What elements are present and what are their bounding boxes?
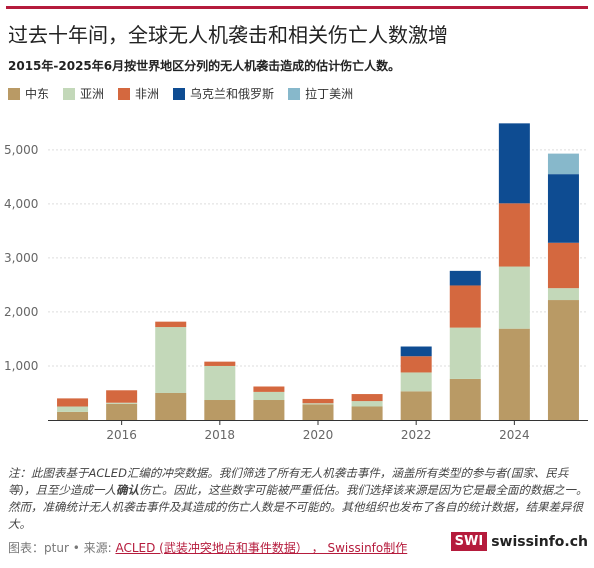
legend-swatch-latin-america (288, 87, 301, 100)
bar-segment (106, 390, 138, 403)
bar-segment (351, 401, 383, 407)
bar-segment (547, 174, 579, 243)
bar-segment (400, 356, 432, 373)
bar-segment (449, 270, 481, 286)
legend-swatch-ukraine-russia (173, 87, 186, 100)
legend-label-ukraine-russia: 乌克兰和俄罗斯 (190, 87, 275, 101)
stacked-bar-chart: 1,000 2,000 3,000 4,000 5,000 2016 2018 2020 202… (4, 123, 588, 442)
legend-label-africa: 非洲 (135, 87, 160, 101)
bar-segment (547, 288, 579, 301)
bar-segment (57, 411, 89, 420)
legend-label-middle-east: 中东 (25, 87, 50, 101)
accent-rule (6, 6, 588, 9)
legend-swatch-africa (118, 87, 131, 100)
legend-item-latin-america: 拉丁美洲 (288, 85, 353, 102)
bar-segment (449, 378, 481, 420)
bar-segment (204, 400, 236, 420)
bar-segment (400, 372, 432, 392)
swissinfo-logo[interactable]: SWI swissinfo.ch (450, 532, 588, 551)
logo-text: swissinfo.ch (491, 533, 588, 550)
bar-segment (253, 391, 285, 401)
legend-swatch-asia (63, 87, 76, 100)
legend-swatch-middle-east (8, 87, 20, 100)
bar-segment (547, 153, 579, 175)
bar-segment (400, 391, 432, 420)
bar-segment (106, 403, 138, 420)
bar-segment (106, 402, 138, 404)
bar-segment (57, 398, 89, 407)
y-tick-label: 5,000 (4, 143, 38, 157)
bar-segment (449, 327, 481, 379)
y-tick-label: 1,000 (4, 359, 38, 373)
note-suffix: 伤亡。因此，这些数字可能被严重低估。我们选择该来源是因为它是最全面的数据之一。然… (8, 483, 588, 531)
bar-segment (351, 406, 383, 420)
bar-segment (498, 328, 530, 420)
source-line: 图表：ptur • 来源: ACLED (武装冲突地点和事件数据） ， Swis… (8, 539, 407, 556)
source-prefix: 图表： (8, 541, 45, 555)
bar-segment (302, 403, 334, 405)
y-tick-label: 2,000 (4, 305, 38, 319)
note-bold: 确认 (116, 483, 139, 497)
y-tick-label: 4,000 (4, 197, 38, 211)
bar-segment (204, 365, 236, 401)
legend-item-africa: 非洲 (118, 85, 159, 102)
bar-segment (155, 392, 187, 420)
chart-note: 注：此图表基于ACLED汇编的冲突数据。我们筛选了所有无人机袭击事件，涵盖所有类… (8, 465, 588, 533)
bar-segment (547, 242, 579, 289)
x-tick-label: 2022 (401, 428, 432, 442)
legend-item-asia: 亚洲 (63, 85, 104, 102)
bar-segment (155, 327, 187, 393)
bar-segment (351, 394, 383, 402)
chart-title: 过去十年间，全球无人机袭击和相关伤亡人数激增 (8, 23, 448, 47)
source-link[interactable]: ACLED (武装冲突地点和事件数据） ， Swissinfo制作 (115, 541, 408, 555)
logo-box: SWI (450, 532, 488, 551)
bar-segment (498, 123, 530, 204)
bar-segment (498, 266, 530, 329)
y-tick-label: 3,000 (4, 251, 38, 265)
bar-segment (498, 203, 530, 267)
x-tick-label: 2020 (303, 428, 334, 442)
bar-segment (57, 406, 89, 412)
x-tick-label: 2024 (499, 428, 530, 442)
bar-segment (253, 386, 285, 392)
bar-segment (155, 321, 187, 328)
chart-subtitle: 2015年-2025年6月按世界地区分列的无人机袭击造成的估计伤亡人数。 (8, 59, 401, 73)
source-author: ptur • 来源: (44, 541, 116, 555)
legend: 中东 亚洲 非洲 乌克兰和俄罗斯 拉丁美洲 (8, 85, 367, 102)
bar-segment (302, 404, 334, 420)
legend-item-ukraine-russia: 乌克兰和俄罗斯 (173, 85, 274, 102)
bar-segment (204, 361, 236, 366)
legend-item-middle-east: 中东 (8, 85, 49, 102)
bar-segment (302, 398, 334, 404)
legend-label-latin-america: 拉丁美洲 (305, 87, 354, 101)
legend-label-asia: 亚洲 (80, 87, 105, 101)
x-tick-label: 2018 (205, 428, 236, 442)
x-tick-label: 2016 (106, 428, 137, 442)
bar-segment (449, 285, 481, 328)
bar-segment (400, 346, 432, 357)
bar-segment (253, 400, 285, 420)
bar-segment (547, 300, 579, 420)
note-prefix: 注：此图表基于ACLED汇编的冲突数据。我们筛选了所有无人机袭击事件，涵盖所有类… (8, 466, 569, 497)
